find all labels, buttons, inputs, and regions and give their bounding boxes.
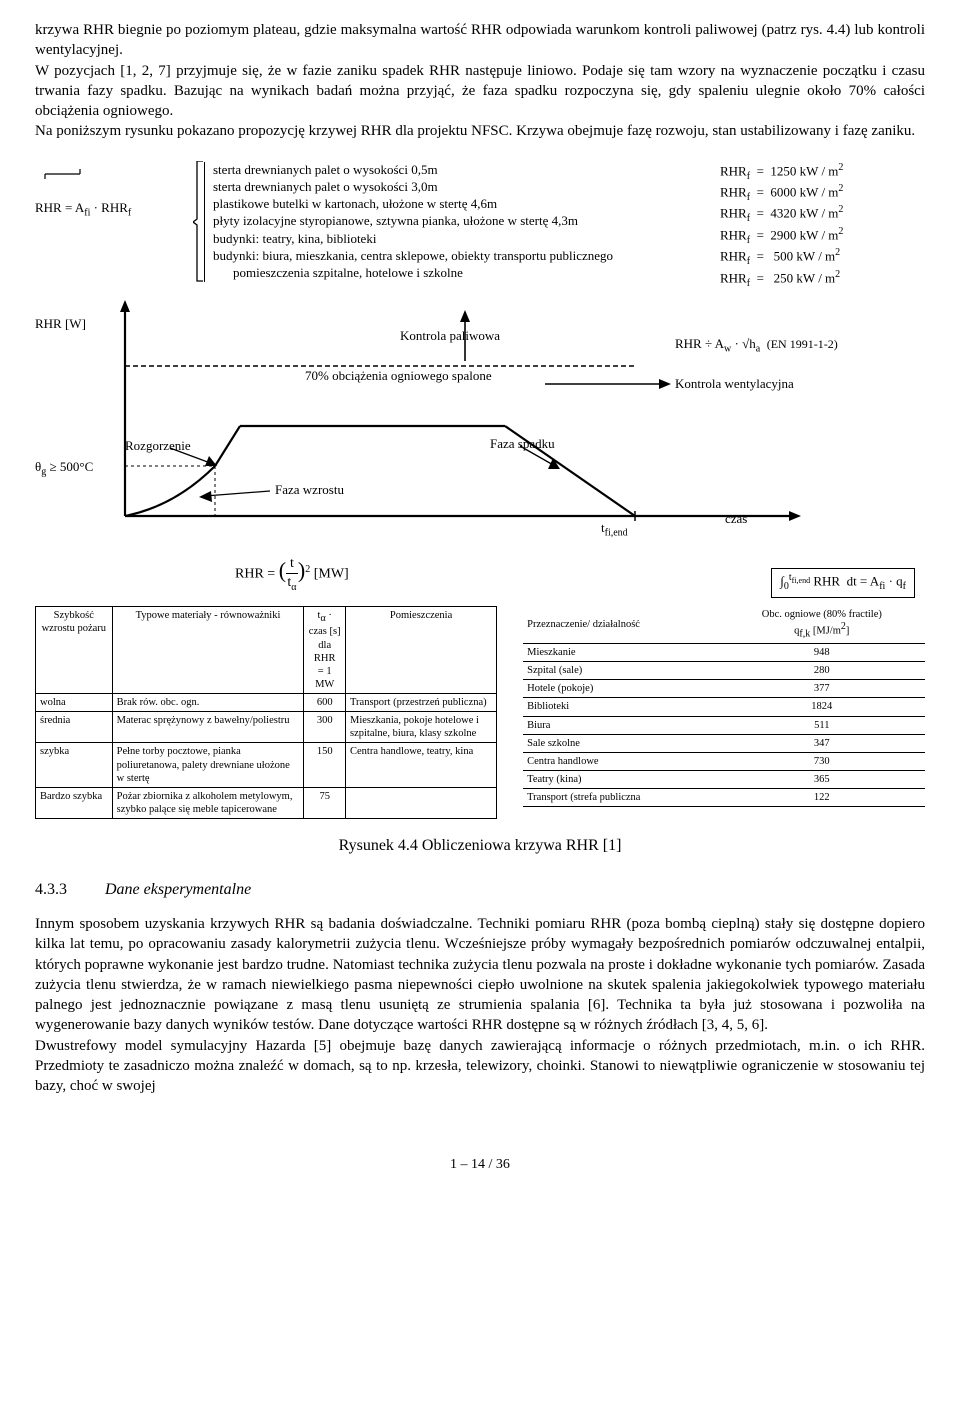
col-header: Szybkość wzrostu pożaru <box>36 606 113 693</box>
bracket-icon <box>35 162 185 190</box>
table-cell <box>346 787 497 818</box>
col-header: Typowe materiały - równoważniki <box>112 606 304 693</box>
label-decay-phase: Faza spadku <box>490 436 555 452</box>
label-seventy-percent: 70% obciążenia ogniowego spalone <box>305 368 492 384</box>
integral-formula: ∫0tfi,end RHR dt = Afi · qf <box>771 568 915 597</box>
col-header: Pomieszczenia <box>346 606 497 693</box>
section-heading: 4.3.3Dane eksperymentalne <box>35 879 925 901</box>
rhr-value: RHRf = 500 kW / m2 <box>720 247 925 268</box>
table-cell: 948 <box>719 644 925 662</box>
vent-formula: RHR ÷ Aw · √ha (EN 1991-1-2) <box>675 336 838 356</box>
table-cell: Mieszkania, pokoje hotelowe i szpitalne,… <box>346 712 497 743</box>
figure-caption: Rysunek 4.4 Obliczeniowa krzywa RHR [1] <box>35 835 925 857</box>
table-cell: 365 <box>719 770 925 788</box>
table-cell: 122 <box>719 789 925 807</box>
table-cell: Teatry (kina) <box>523 770 718 788</box>
col-header: Przeznaczenie/ działalność <box>523 606 718 644</box>
table-cell: szybka <box>36 743 113 787</box>
material-item: płyty izolacyjne styropianowe, sztywna p… <box>213 213 706 229</box>
rhr-curve-svg <box>105 296 915 546</box>
table-cell: Mieszkanie <box>523 644 718 662</box>
table-cell: Sale szkolne <box>523 734 718 752</box>
table-cell: 280 <box>719 662 925 680</box>
brace-icon <box>193 161 207 283</box>
table-cell: Pożar zbiornika z alkoholem metylowym, s… <box>112 787 304 818</box>
table-cell: Szpital (sale) <box>523 662 718 680</box>
material-item: plastikowe butelki w kartonach, ułożone … <box>213 196 706 212</box>
paragraph-5: Dwustrefowy model symulacyjny Hazarda [5… <box>35 1036 925 1097</box>
table-cell: 730 <box>719 752 925 770</box>
table-cell: 75 <box>304 787 346 818</box>
fire-load-table: Przeznaczenie/ działalność Obc. ogniowe … <box>523 606 925 807</box>
table-cell: Centra handlowe <box>523 752 718 770</box>
material-item: sterta drewnianych palet o wysokości 3,0… <box>213 179 706 195</box>
table-cell: średnia <box>36 712 113 743</box>
rhr-value: RHRf = 6000 kW / m2 <box>720 183 925 204</box>
col-header: tα · czas [s]dla RHR= 1 MW <box>304 606 346 693</box>
table-cell: 300 <box>304 712 346 743</box>
figure-rhr-curve: RHR = Afi · RHRf sterta drewnianych pale… <box>35 162 925 820</box>
rhr-value: RHRf = 1250 kW / m2 <box>720 162 925 183</box>
material-item: pomieszczenia szpitalne, hotelowe i szko… <box>213 265 706 281</box>
table-cell: Transport (strefa publiczna <box>523 789 718 807</box>
table-cell: Bardzo szybka <box>36 787 113 818</box>
table-cell: 600 <box>304 694 346 712</box>
rhr-value: RHRf = 2900 kW / m2 <box>720 226 925 247</box>
label-growth-phase: Faza wzrostu <box>275 482 344 498</box>
paragraph-1: krzywa RHR biegnie po poziomym plateau, … <box>35 20 925 61</box>
label-time: czas <box>725 511 747 527</box>
y-axis-label: RHR [W] <box>35 316 86 332</box>
material-item: sterta drewnianych palet o wysokości 0,5… <box>213 162 706 178</box>
table-cell: 347 <box>719 734 925 752</box>
rhr-value: RHRf = 4320 kW / m2 <box>720 204 925 225</box>
table-cell: Centra handlowe, teatry, kina <box>346 743 497 787</box>
table-cell: Pełne torby pocztowe, pianka poliuretano… <box>112 743 304 787</box>
table-cell: 1824 <box>719 698 925 716</box>
paragraph-4: Innym sposobem uzyskania krzywych RHR są… <box>35 914 925 1036</box>
table-cell: wolna <box>36 694 113 712</box>
material-item: budynki: teatry, kina, biblioteki <box>213 231 706 247</box>
table-cell: Brak rów. obc. ogn. <box>112 694 304 712</box>
label-vent-control: Kontrola wentylacyjna <box>675 376 794 392</box>
table-cell: Materac sprężynowy z bawełny/poliestru <box>112 712 304 743</box>
label-flashover: Rozgorzenie <box>125 438 191 454</box>
table-cell: 511 <box>719 716 925 734</box>
fire-growth-table: Szybkość wzrostu pożaru Typowe materiały… <box>35 606 497 819</box>
materials-list: sterta drewnianych palet o wysokości 0,5… <box>204 162 706 283</box>
material-item: budynki: biura, mieszkania, centra sklep… <box>213 248 706 264</box>
label-t-fi-end: tfi,end <box>601 520 628 540</box>
paragraph-3: Na poniższym rysunku pokazano propozycję… <box>35 121 925 141</box>
table-cell: Transport (przestrzeń publiczna) <box>346 694 497 712</box>
theta-label: θg ≥ 500°C <box>35 459 93 479</box>
table-cell: 377 <box>719 680 925 698</box>
page-number: 1 – 14 / 36 <box>35 1156 925 1175</box>
label-fuel-control: Kontrola paliwowa <box>400 328 500 344</box>
rhr-chart: RHR [W] θg ≥ 500°C <box>35 296 925 551</box>
col-header: Obc. ogniowe (80% fractile)qf,k [MJ/m2] <box>719 606 925 644</box>
table-cell: 150 <box>304 743 346 787</box>
table-cell: Biura <box>523 716 718 734</box>
rhr-values-list: RHRf = 1250 kW / m2 RHRf = 6000 kW / m2 … <box>720 162 925 291</box>
paragraph-2: W pozycjach [1, 2, 7] przyjmuje się, że … <box>35 61 925 122</box>
rhr-value: RHRf = 250 kW / m2 <box>720 269 925 290</box>
table-cell: Hotele (pokoje) <box>523 680 718 698</box>
table-cell: Biblioteki <box>523 698 718 716</box>
